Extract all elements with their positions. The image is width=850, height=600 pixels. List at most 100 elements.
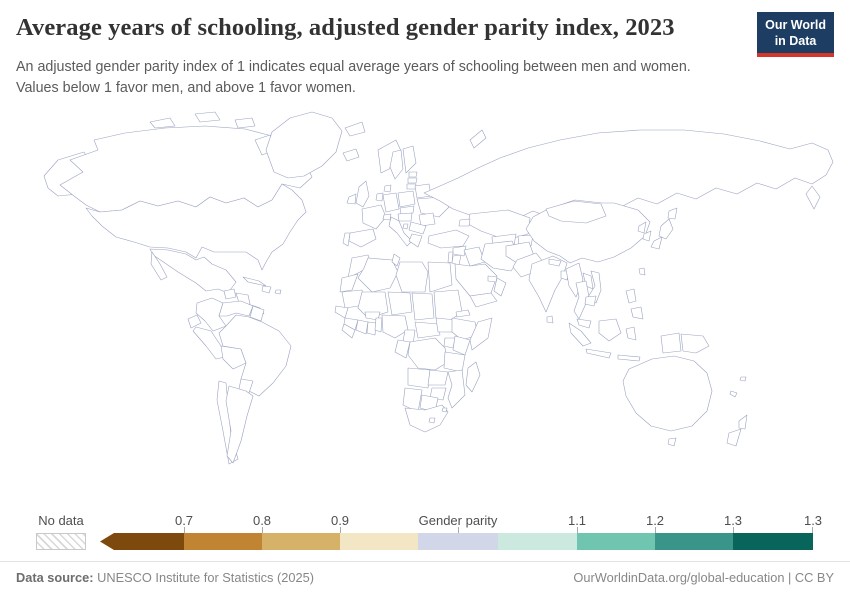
country-tanzania[interactable]	[443, 351, 466, 373]
legend-no-data-swatch[interactable]	[36, 533, 86, 550]
legend-bin-parity[interactable]	[418, 533, 498, 550]
country-new-caledonia[interactable]	[729, 390, 738, 398]
country-tasmania[interactable]	[667, 437, 677, 447]
country-kenya[interactable]	[452, 335, 471, 356]
country-novaya-zemlya[interactable]	[469, 129, 487, 149]
country-india[interactable]	[528, 255, 568, 313]
country-south-africa[interactable]	[404, 404, 449, 433]
country-hispaniola[interactable]	[261, 285, 272, 294]
country-indonesia-sumatra[interactable]	[568, 322, 592, 347]
country-chad[interactable]	[411, 292, 435, 321]
country-germany[interactable]	[382, 192, 400, 213]
country-sri-lanka[interactable]	[546, 315, 554, 324]
country-central-african-republic[interactable]	[414, 321, 441, 339]
country-turkey[interactable]	[427, 229, 470, 249]
country-czech-slovakia[interactable]	[399, 205, 415, 215]
country-north-korea[interactable]	[637, 221, 647, 234]
country-congo-gabon[interactable]	[394, 339, 411, 359]
country-jordan[interactable]	[451, 254, 462, 266]
country-guyana-suriname[interactable]	[249, 305, 265, 322]
country-tunisia[interactable]	[391, 253, 401, 267]
country-saudi-arabia[interactable]	[454, 263, 498, 297]
legend-bin-lt-0.7[interactable]	[100, 533, 184, 550]
country-cuba[interactable]	[242, 276, 267, 287]
country-united-kingdom[interactable]	[355, 180, 370, 208]
country-syria[interactable]	[452, 245, 467, 257]
country-russia-kamchatka[interactable]	[805, 185, 821, 210]
country-japan-hokkaido[interactable]	[667, 207, 678, 220]
country-thailand[interactable]	[573, 280, 590, 320]
country-cote-divoire[interactable]	[355, 319, 369, 335]
country-dr-congo[interactable]	[407, 337, 449, 371]
country-lithuania[interactable]	[406, 183, 417, 190]
country-indonesia-west-papua[interactable]	[660, 332, 682, 354]
country-brazil[interactable]	[218, 314, 292, 397]
country-liberia-sierra-leone[interactable]	[341, 323, 356, 339]
country-australia[interactable]	[622, 355, 713, 432]
country-finland[interactable]	[402, 145, 417, 174]
country-philippines-luzon[interactable]	[625, 288, 637, 304]
country-sweden[interactable]	[389, 149, 404, 180]
country-switzerland[interactable]	[382, 213, 392, 221]
country-greenland[interactable]	[265, 111, 343, 179]
country-argentina[interactable]	[225, 385, 254, 464]
country-japan-honshu[interactable]	[658, 218, 674, 240]
country-ecuador[interactable]	[187, 314, 202, 329]
country-denmark[interactable]	[383, 184, 392, 193]
country-italy[interactable]	[388, 216, 413, 247]
country-uae-qatar[interactable]	[487, 275, 498, 283]
country-somalia[interactable]	[469, 317, 493, 351]
country-vietnam[interactable]	[587, 270, 602, 304]
legend-bin-1.1-1.2[interactable]	[577, 533, 655, 550]
country-portugal[interactable]	[342, 232, 351, 247]
country-indonesia-borneo[interactable]	[598, 318, 622, 342]
country-romania[interactable]	[418, 212, 436, 227]
country-japan-kyushu[interactable]	[650, 236, 663, 250]
country-zambia[interactable]	[427, 369, 449, 386]
country-kazakhstan[interactable]	[467, 209, 531, 241]
country-sudan[interactable]	[433, 289, 463, 323]
country-philippines-mindanao[interactable]	[630, 306, 644, 320]
legend-bin-0.8-0.9[interactable]	[262, 533, 340, 550]
country-nigeria[interactable]	[381, 314, 409, 339]
legend-bin-0.7-0.8[interactable]	[184, 533, 262, 550]
country-niger[interactable]	[387, 291, 413, 316]
country-indonesia-lesser-sunda[interactable]	[617, 354, 641, 362]
country-cambodia[interactable]	[584, 295, 597, 307]
owid-logo[interactable]: Our World in Data	[757, 12, 834, 58]
country-mexico[interactable]	[149, 248, 237, 294]
country-greece[interactable]	[408, 233, 423, 248]
country-arctic-island[interactable]	[234, 117, 256, 129]
country-malaysia[interactable]	[576, 318, 592, 329]
country-france[interactable]	[361, 204, 387, 230]
country-indonesia-sulawesi[interactable]	[625, 326, 637, 341]
footer-link[interactable]: OurWorldinData.org/global-education | CC…	[573, 570, 834, 585]
country-united-states[interactable]	[85, 183, 307, 271]
country-netherlands-belgium[interactable]	[375, 192, 384, 202]
legend-bin-1.05-1.1[interactable]	[498, 533, 577, 550]
country-south-korea[interactable]	[642, 230, 652, 242]
country-caucasus[interactable]	[458, 218, 471, 227]
country-montenegro[interactable]	[402, 223, 409, 230]
country-oman[interactable]	[493, 277, 507, 297]
country-libya[interactable]	[395, 261, 429, 293]
country-madagascar[interactable]	[465, 361, 481, 393]
legend-bin-1.2-1.3[interactable]	[655, 533, 733, 550]
country-hungary-austria[interactable]	[397, 212, 413, 222]
country-russia[interactable]	[423, 129, 834, 221]
country-arctic-island[interactable]	[149, 117, 176, 129]
country-venezuela[interactable]	[218, 300, 254, 317]
country-togo-benin[interactable]	[374, 317, 383, 333]
country-yemen[interactable]	[469, 292, 498, 308]
country-new-zealand-south[interactable]	[726, 428, 742, 447]
country-poland[interactable]	[397, 190, 416, 208]
country-serbia-bulgaria[interactable]	[408, 221, 427, 235]
country-ghana[interactable]	[366, 321, 377, 336]
country-nepal[interactable]	[548, 258, 562, 267]
country-latvia[interactable]	[407, 177, 418, 184]
country-mozambique-malawi[interactable]	[447, 369, 466, 409]
country-ethiopia[interactable]	[451, 317, 479, 341]
country-guatemala[interactable]	[223, 288, 237, 300]
country-lesotho[interactable]	[428, 417, 436, 424]
country-fiji[interactable]	[739, 376, 747, 382]
